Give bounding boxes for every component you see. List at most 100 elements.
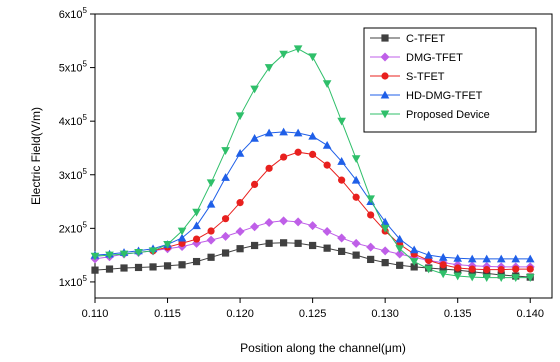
- data-point: [395, 249, 405, 259]
- data-point: [511, 274, 521, 282]
- data-point: [149, 263, 157, 271]
- data-point: [381, 259, 389, 267]
- x-axis-label: Position along the channel(μm): [240, 341, 406, 355]
- x-tick-label: 0.115: [154, 308, 181, 320]
- data-point: [337, 233, 347, 243]
- data-point: [496, 254, 506, 263]
- data-point: [453, 254, 463, 262]
- data-point: [322, 80, 332, 88]
- data-point: [525, 254, 535, 263]
- legend: C-TFET DMG-TFET S-TFET HD-DMG-TFET Proposed …: [363, 27, 537, 133]
- data-point: [395, 234, 404, 243]
- data-point: [250, 85, 259, 94]
- data-point: [309, 241, 317, 250]
- data-point: [221, 249, 230, 257]
- data-point: [351, 238, 361, 248]
- legend-label: HD-DMG-TFET: [406, 90, 483, 102]
- data-point: [323, 244, 331, 252]
- data-point: [338, 247, 346, 255]
- data-point: [236, 199, 244, 207]
- data-point: [279, 127, 288, 136]
- series-proposed-device: [90, 45, 535, 282]
- data-point: [337, 117, 346, 126]
- series-layer: [90, 45, 535, 282]
- data-point: [322, 227, 332, 237]
- series-s-tfet: [149, 148, 534, 274]
- y-tick-label: 3x105: [59, 167, 88, 182]
- x-axis-label-text: Position along the channel(: [240, 341, 385, 355]
- data-point: [163, 240, 172, 249]
- data-point: [424, 265, 434, 274]
- legend-label: Proposed Device: [406, 109, 490, 121]
- data-point: [366, 242, 376, 252]
- data-point: [512, 265, 520, 273]
- y-axis-label: Electric Field(V/m): [29, 107, 43, 205]
- data-point: [90, 252, 100, 261]
- data-point: [483, 266, 491, 274]
- data-point: [279, 50, 288, 59]
- data-point: [425, 256, 433, 265]
- legend-label: DMG-TFET: [406, 52, 463, 64]
- data-point: [279, 216, 289, 226]
- legend-item: C-TFET: [370, 33, 445, 45]
- data-point: [250, 133, 259, 142]
- x-tick-label: 0.140: [516, 308, 544, 320]
- data-point: [250, 222, 260, 232]
- data-point: [105, 251, 114, 260]
- data-point: [235, 227, 245, 237]
- data-point: [453, 272, 463, 281]
- data-point: [177, 233, 187, 242]
- data-point: [236, 245, 244, 253]
- data-point: [177, 227, 187, 236]
- data-point: [410, 263, 418, 271]
- data-point: [381, 34, 389, 42]
- data-point: [235, 149, 245, 157]
- data-point: [497, 266, 505, 274]
- legend-item: S-TFET: [370, 71, 445, 83]
- data-point: [264, 217, 274, 227]
- data-point: [380, 110, 390, 119]
- data-point: [221, 215, 230, 223]
- x-axis-label-close: ): [402, 341, 406, 355]
- data-point: [207, 227, 215, 235]
- data-point: [367, 255, 375, 264]
- data-point: [352, 193, 360, 201]
- data-point: [496, 274, 506, 282]
- legend-label: C-TFET: [406, 33, 445, 45]
- data-point: [352, 251, 360, 259]
- data-point: [366, 195, 375, 204]
- data-point: [483, 269, 491, 277]
- x-axis-label-unit: μm: [385, 341, 402, 355]
- data-point: [105, 265, 114, 273]
- data-point: [396, 261, 404, 269]
- data-point: [207, 253, 215, 261]
- data-point: [380, 246, 390, 256]
- y-tick-label: 5x105: [59, 60, 88, 75]
- data-point: [206, 179, 216, 188]
- data-point: [192, 208, 201, 217]
- data-point: [134, 248, 143, 257]
- data-point: [294, 148, 302, 156]
- data-point: [424, 250, 434, 259]
- data-point: [206, 199, 216, 208]
- data-point: [308, 131, 317, 140]
- data-point: [438, 270, 448, 279]
- x-tick-label: 0.135: [444, 308, 472, 320]
- data-point: [293, 217, 303, 227]
- data-point: [250, 180, 259, 188]
- y-tick-label: 1x105: [59, 274, 88, 289]
- data-point: [439, 265, 447, 273]
- y-tick-label: 2x105: [59, 220, 88, 235]
- legend-item: HD-DMG-TFET: [370, 90, 483, 102]
- data-point: [439, 261, 447, 269]
- data-point: [120, 264, 128, 272]
- data-point: [351, 155, 361, 163]
- plot-frame: [94, 13, 553, 299]
- data-point: [294, 239, 302, 247]
- x-tick-label: 0.125: [299, 308, 327, 320]
- data-point: [467, 273, 477, 282]
- data-point: [309, 150, 317, 158]
- data-point: [178, 239, 186, 247]
- data-point: [367, 211, 375, 219]
